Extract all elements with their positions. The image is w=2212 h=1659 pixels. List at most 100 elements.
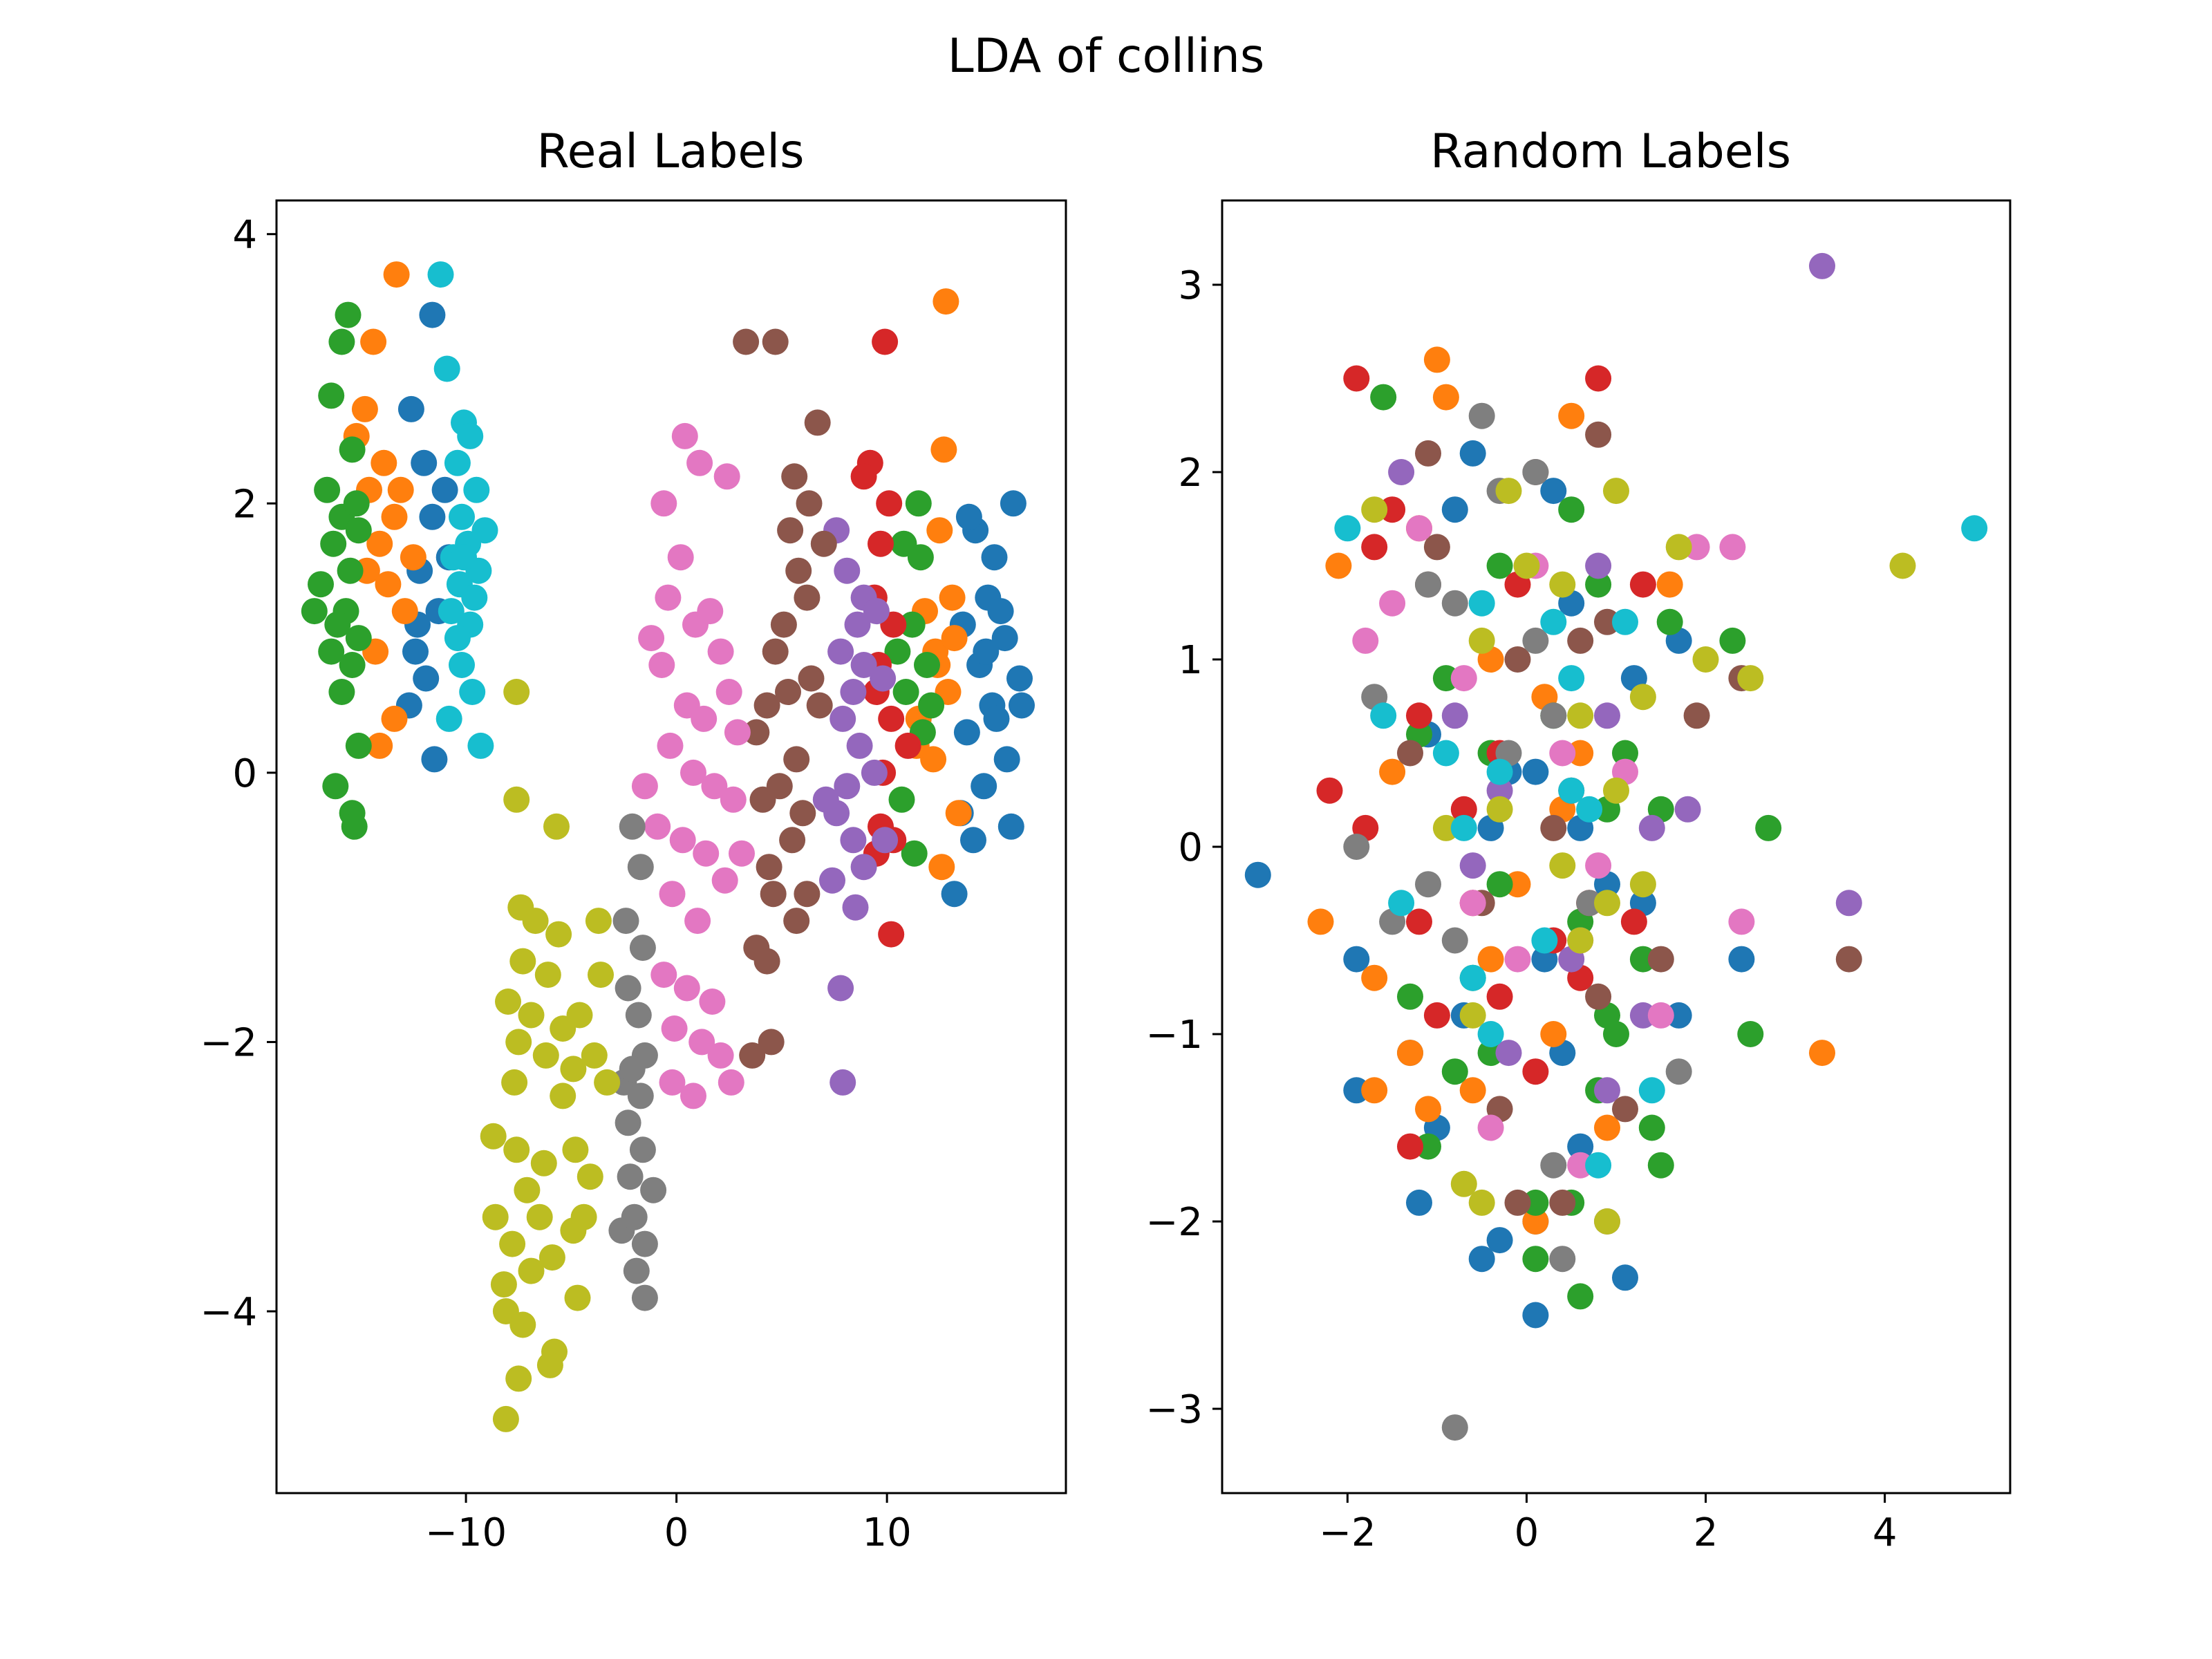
random-labels-point-class-9 [1477,1021,1504,1047]
real-labels-point-class-1 [928,854,955,881]
real-labels-point-class-0 [997,813,1024,840]
real-labels-point-class-2 [328,328,355,355]
real-labels-point-class-4 [834,773,861,800]
random-labels-point-class-0 [1567,1133,1594,1160]
real-labels-point-class-9 [449,652,475,678]
real-labels-point-class-6 [657,732,684,759]
real-labels-point-class-4 [861,759,888,786]
real-labels-point-class-1 [381,705,408,732]
real-labels-point-class-1 [941,625,968,652]
random-labels-point-class-8 [1665,534,1692,561]
random-labels-point-class-1 [1423,346,1450,373]
random-labels-point-class-0 [1244,861,1271,888]
random-labels-point-class-0 [1468,1246,1495,1273]
real-labels-point-class-6 [711,867,738,894]
real-labels-point-class-6 [655,584,682,611]
real-labels-point-class-0 [419,503,446,530]
real-labels-point-class-6 [650,962,677,988]
random-labels-point-class-6 [1477,1114,1504,1141]
subplot-random-labels-title: Random Labels [1430,124,1791,179]
random-labels-point-class-2 [1558,496,1585,523]
real-labels-point-class-5 [785,557,812,584]
real-labels-point-class-4 [850,854,877,881]
random-labels-point-class-5 [1835,946,1862,973]
real-labels-point-class-6 [691,705,718,732]
real-labels-point-class-6 [699,988,726,1015]
random-labels-point-class-9 [1370,702,1397,729]
real-labels-point-class-2 [314,476,341,503]
random-labels-point-class-1 [1361,964,1388,991]
random-labels-point-class-3 [1629,571,1656,598]
real-labels-x-tick-label: −10 [425,1510,507,1555]
real-labels-point-class-5 [779,827,806,854]
real-labels-point-class-5 [770,611,797,638]
random-labels-point-class-8 [1629,871,1656,898]
random-labels-point-class-8 [1567,702,1594,729]
random-labels-point-class-8 [1594,1208,1620,1235]
random-labels-point-class-0 [1406,1189,1432,1216]
real-labels-point-class-1 [366,732,393,759]
real-labels-point-class-8 [530,1150,557,1177]
random-labels-point-class-5 [1415,440,1441,467]
subplot-random-labels: Random Labels −2 0 2 4 −3 −2 −1 0 1 2 3 [1145,124,2012,1555]
real-labels-point-class-5 [810,530,837,557]
random-labels-point-class-9 [1459,964,1486,991]
real-labels-point-class-0 [397,395,424,422]
real-labels-point-class-4 [830,1069,856,1096]
real-labels-point-class-5 [733,328,760,355]
random-labels-x-tick-label: 0 [1515,1510,1539,1555]
random-labels-point-class-8 [1459,1002,1486,1029]
real-labels-point-class-6 [648,652,675,678]
random-labels-point-class-3 [1343,365,1370,392]
real-labels-point-class-2 [345,732,372,759]
real-labels-point-class-0 [419,301,446,328]
real-labels-point-class-4 [844,611,871,638]
real-labels-point-class-0 [993,746,1020,773]
real-labels-point-class-0 [413,665,440,692]
random-labels-point-class-6 [1504,946,1531,973]
random-labels-y-tick-label: 2 [1178,451,1203,496]
random-labels-point-class-3 [1522,1058,1549,1085]
real-labels-point-class-8 [514,1177,541,1203]
real-labels-point-class-2 [335,301,362,328]
random-labels-point-class-0 [1343,946,1370,973]
real-labels-point-class-5 [762,328,789,355]
random-labels-point-class-7 [1415,871,1441,898]
random-labels-point-class-0 [1540,478,1567,505]
random-labels-point-class-6 [1728,908,1755,935]
random-labels-point-class-8 [1549,571,1576,598]
random-labels-point-class-6 [1459,890,1486,917]
real-labels-point-class-8 [518,1257,545,1284]
random-labels-point-class-4 [1388,459,1415,485]
real-labels-point-class-8 [594,1069,621,1096]
real-labels-point-class-0 [955,503,982,530]
real-labels-point-class-2 [339,436,366,463]
real-labels-point-class-9 [457,422,484,449]
real-labels-point-class-5 [775,679,801,705]
real-labels-point-class-9 [467,732,494,759]
random-labels-point-class-7 [1441,1414,1468,1441]
real-labels-y-tick-label: −2 [200,1020,257,1065]
real-labels-point-class-5 [806,692,833,719]
real-labels-point-class-6 [718,1069,744,1096]
real-labels-point-class-4 [840,827,867,854]
random-labels-point-class-7 [1468,402,1495,429]
random-labels-point-class-4 [1486,777,1513,804]
real-labels-point-class-8 [490,1271,517,1298]
real-labels-point-class-7 [623,1257,650,1284]
random-labels-point-class-4 [1638,814,1665,841]
real-labels-point-class-8 [503,1136,530,1163]
real-labels-point-class-8 [501,1069,528,1096]
random-labels-point-class-7 [1415,571,1441,598]
real-labels-point-class-5 [789,800,816,827]
real-labels-point-class-8 [492,1405,519,1432]
real-labels-y-tick-label: −4 [200,1290,257,1335]
random-labels-point-class-1 [1522,1208,1549,1235]
real-labels-point-class-8 [505,1365,532,1392]
real-labels-point-class-5 [783,908,810,935]
real-labels-point-class-1 [381,503,408,530]
real-labels-x-tick-label: 10 [863,1510,912,1555]
random-labels-point-class-3 [1406,908,1432,935]
real-labels-point-class-7 [619,1056,646,1082]
